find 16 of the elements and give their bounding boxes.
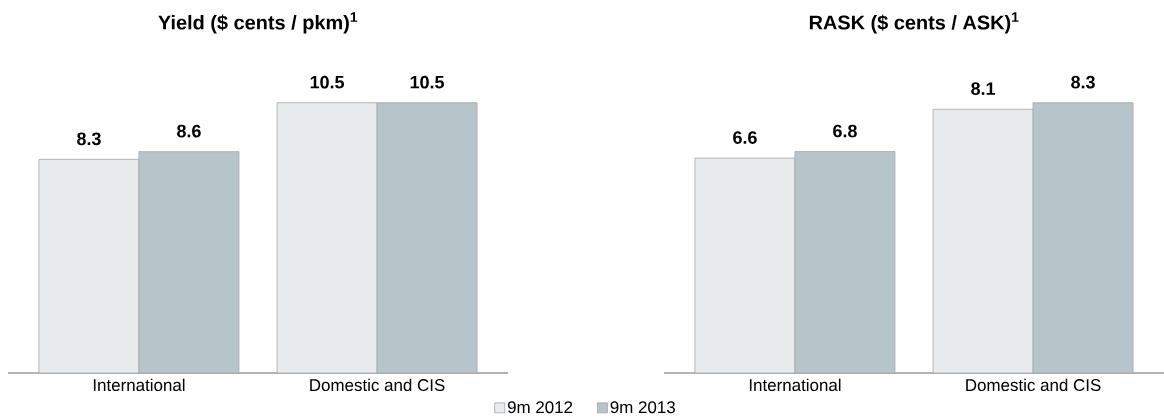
data-label: 10.5 <box>310 75 345 89</box>
data-label: 8.6 <box>177 124 201 138</box>
data-label: 6.8 <box>833 124 857 138</box>
data-label: 8.3 <box>1071 75 1095 89</box>
data-label: 8.1 <box>971 82 996 96</box>
data-label: 10.5 <box>410 75 445 89</box>
x-tick-label: International <box>93 378 185 392</box>
chart-title: Yield ($ cents / pkm)$^{1}$ <box>158 12 358 34</box>
x-tick-label: International <box>749 378 841 392</box>
x-tick-label: Domestic and CIS <box>966 378 1101 392</box>
data-label: 8.3 <box>77 132 101 146</box>
chart-title: RASK ($ cents / ASK)$^{1}$ <box>809 12 1019 34</box>
x-tick-label: Domestic and CIS <box>310 378 445 392</box>
legend-label: 9m 2013 <box>610 401 675 414</box>
data-label: 6.6 <box>733 131 757 144</box>
legend-label: 9m 2012 <box>507 401 573 414</box>
